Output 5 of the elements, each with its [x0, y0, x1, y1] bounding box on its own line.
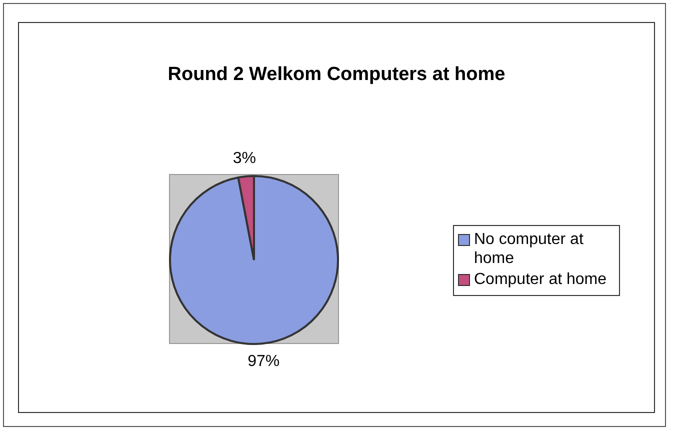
- chart-title: Round 2 Welkom Computers at home: [166, 64, 506, 86]
- legend-label: No computer at home: [474, 230, 584, 268]
- data-label: 97%: [248, 352, 280, 370]
- data-label: 3%: [232, 150, 256, 167]
- legend-label: Computer at home: [474, 270, 607, 289]
